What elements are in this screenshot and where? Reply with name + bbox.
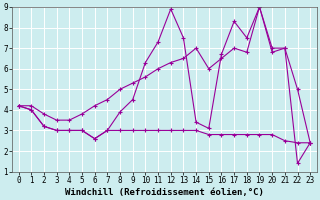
X-axis label: Windchill (Refroidissement éolien,°C): Windchill (Refroidissement éolien,°C) [65, 188, 264, 197]
